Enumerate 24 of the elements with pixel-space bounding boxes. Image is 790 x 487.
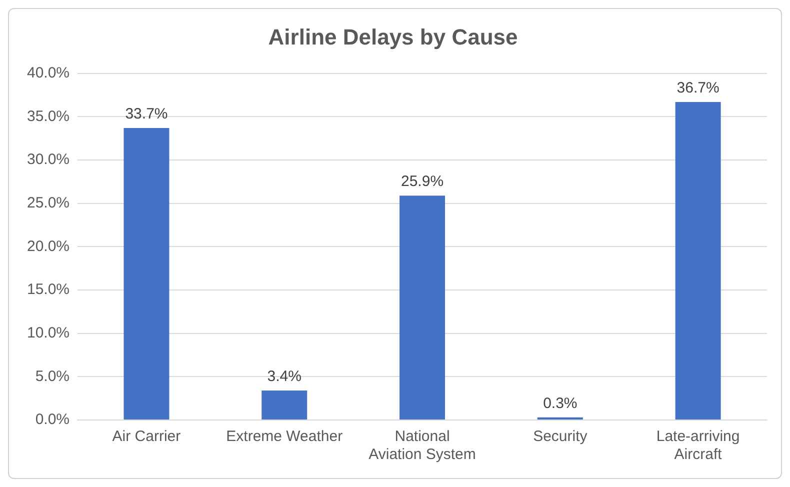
x-tick-label: Extreme Weather bbox=[226, 428, 343, 446]
y-tick-label: 5.0% bbox=[35, 368, 70, 385]
x-tick-label: Security bbox=[533, 428, 588, 446]
bar bbox=[675, 102, 721, 420]
data-label: 25.9% bbox=[400, 173, 444, 190]
data-label: 0.3% bbox=[543, 395, 578, 412]
data-label: 3.4% bbox=[267, 368, 302, 386]
bar bbox=[400, 196, 446, 420]
bar bbox=[124, 128, 170, 420]
x-tick-label: National Aviation System bbox=[368, 428, 476, 464]
y-tick-label: 10.0% bbox=[26, 324, 70, 342]
y-tick-label: 15.0% bbox=[26, 281, 70, 298]
y-tick-label: 0.0% bbox=[35, 411, 70, 428]
x-tick-label: Late-arriving Aircraft bbox=[656, 428, 740, 464]
y-tick-label: 40.0% bbox=[26, 64, 70, 82]
x-tick-label: Air Carrier bbox=[112, 428, 181, 446]
bar bbox=[262, 390, 308, 420]
data-label: 36.7% bbox=[676, 80, 720, 97]
y-tick-label: 20.0% bbox=[26, 238, 70, 255]
y-tick-label: 30.0% bbox=[26, 151, 70, 168]
y-tick-label: 35.0% bbox=[26, 108, 70, 125]
chart-title: Airline Delays by Cause bbox=[268, 24, 518, 50]
y-tick-label: 25.0% bbox=[26, 194, 70, 212]
data-label: 33.7% bbox=[125, 106, 168, 123]
